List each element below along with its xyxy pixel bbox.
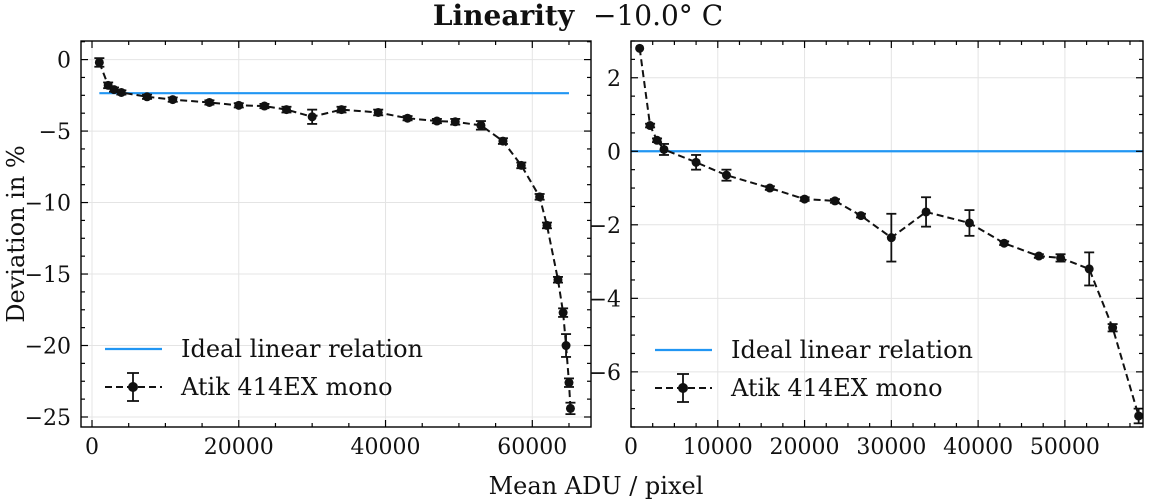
right-data-point	[1034, 251, 1044, 261]
right-data-point	[721, 170, 731, 180]
x-tick-label: 20000	[204, 435, 274, 460]
figure-title: Linearity −10.0° C	[433, 0, 723, 32]
left-data-point	[234, 100, 244, 110]
left-data-point	[535, 192, 545, 202]
right-data-point	[765, 183, 775, 193]
right-data-point	[886, 233, 896, 243]
y-tick-label: 0	[57, 49, 71, 74]
right-data-point	[691, 157, 701, 167]
right-data-point	[964, 218, 974, 228]
left-data-point	[558, 308, 568, 318]
right-plot-frame	[630, 40, 1144, 428]
y-tick-label: 0	[607, 140, 621, 165]
left-data-point	[168, 95, 178, 105]
left-data-area	[94, 57, 576, 416]
right-data-point	[830, 196, 840, 206]
y-tick-label: −20	[25, 335, 71, 360]
right-data-point	[856, 211, 866, 221]
left-data-point	[564, 378, 574, 388]
left-data-point	[337, 105, 347, 115]
right-data-point	[652, 135, 662, 145]
left-data-point	[403, 113, 413, 123]
right-data-point	[1108, 323, 1118, 333]
x-tick-label: 10000	[683, 435, 753, 460]
legend-label-ideal: Ideal linear relation	[731, 336, 973, 364]
legend-swatch-marker	[128, 382, 138, 392]
figure-title-rest: −10.0° C	[593, 0, 723, 32]
left-data-point	[116, 87, 126, 97]
left-data-point	[561, 341, 571, 351]
left-data-point	[476, 120, 486, 130]
x-axis-label: Mean ADU / pixel	[489, 472, 704, 500]
right-data-point	[645, 121, 655, 131]
left-data-point	[259, 101, 269, 111]
y-axis-label: Deviation in %	[2, 145, 30, 322]
left-data-point	[516, 160, 526, 170]
x-tick-label: 40000	[351, 435, 421, 460]
y-tick-label: −5	[39, 120, 71, 145]
right-panel: 0 10000 20000 30000 40000 50000 2 0 −2 −4 −6 Ideal …	[589, 40, 1144, 460]
y-tick-label: −6	[589, 361, 621, 386]
right-data-point	[635, 43, 645, 53]
legend-swatch-marker	[678, 383, 688, 393]
left-data-point	[373, 107, 383, 117]
x-tick-label: 60000	[497, 435, 567, 460]
right-data-point	[1084, 264, 1094, 274]
left-data-point	[553, 275, 563, 285]
left-data-point	[542, 220, 552, 230]
left-data-point	[94, 57, 104, 67]
x-tick-label: 20000	[770, 435, 840, 460]
y-tick-label: 2	[607, 67, 621, 92]
y-tick-label: −2	[589, 214, 621, 239]
left-data-point	[204, 97, 214, 107]
left-data-point	[450, 117, 460, 127]
right-data-point	[999, 238, 1009, 248]
left-data-point	[307, 112, 317, 122]
legend-label-measured: Atik 414EX mono	[730, 374, 943, 402]
legend-label-measured: Atik 414EX mono	[180, 373, 393, 401]
right-data-point	[800, 194, 810, 204]
left-data-point	[142, 92, 152, 102]
x-tick-label: 0	[85, 435, 99, 460]
x-tick-label: 40000	[943, 435, 1013, 460]
y-tick-label: −4	[589, 287, 621, 312]
y-tick-label: −25	[25, 406, 71, 431]
right-data-area	[631, 43, 1143, 425]
figure-title-bold: Linearity	[433, 0, 575, 32]
right-data-point	[1134, 411, 1143, 421]
left-data-point	[281, 105, 291, 115]
legend-label-ideal: Ideal linear relation	[181, 335, 423, 363]
left-plot-frame	[80, 40, 592, 428]
right-data-point	[921, 207, 931, 217]
x-tick-label: 50000	[1030, 435, 1100, 460]
y-tick-label: −15	[25, 263, 71, 288]
left-data-point	[565, 403, 575, 413]
x-tick-label: 30000	[856, 435, 926, 460]
y-tick-label: −10	[25, 192, 71, 217]
right-data-point	[659, 144, 669, 154]
left-data-point	[109, 85, 119, 95]
x-tick-label: 0	[624, 435, 638, 460]
left-data-point	[498, 136, 508, 146]
right-data-point	[1056, 253, 1066, 263]
left-data-point	[432, 116, 442, 126]
left-panel: 0 20000 40000 60000 0 −5 −10 −15 −20 −25 Ideal lin…	[25, 40, 592, 460]
